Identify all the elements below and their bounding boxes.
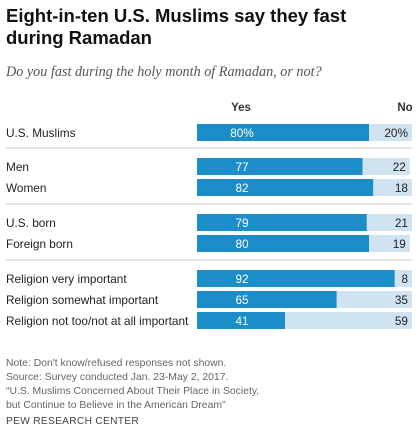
bar-yes: [197, 291, 337, 308]
category-label: Religion not too/not at all important: [6, 314, 189, 328]
bar-no: [369, 124, 412, 141]
legend-yes: Yes: [231, 102, 251, 114]
category-label: Religion very important: [6, 272, 127, 286]
data-label-yes: 82: [235, 181, 248, 195]
data-label-no: 18: [395, 181, 409, 195]
bar-row: U.S. born 79 21: [6, 214, 412, 231]
bar-row: Religion not too/not at all important 41 5…: [6, 312, 412, 329]
category-label: U.S. Muslims: [6, 126, 76, 140]
data-label-yes: 79: [235, 216, 248, 230]
data-label-no: 59: [395, 314, 408, 328]
data-label-no: 8: [401, 272, 408, 286]
bar-no: [373, 179, 412, 196]
bar-yes: [197, 124, 369, 141]
bar-row: Foreign born 80 19: [6, 235, 410, 252]
data-label-no: 19: [393, 237, 406, 251]
chart-title: Eight-in-ten U.S. Muslims say they fast …: [6, 5, 347, 48]
data-label-no: 20%: [384, 126, 408, 140]
chart-legend: Yes No: [231, 102, 413, 114]
bar-no: [394, 270, 412, 287]
bar-row: Religion somewhat important 65 35: [6, 291, 412, 308]
bar-no: [285, 312, 412, 329]
source-line: Source: Survey conducted Jan. 23-May 2, …: [6, 372, 229, 384]
data-label-yes: 80: [235, 237, 249, 251]
note-line: Note: Don't know/refused responses not s…: [6, 358, 227, 369]
bar-row: U.S. Muslims 80% 20%: [6, 124, 412, 141]
bar-yes: [197, 235, 369, 252]
bar-no: [336, 291, 412, 308]
chart-subtitle: Do you fast during the holy month of Ram…: [6, 64, 322, 80]
category-label: Foreign born: [6, 237, 73, 251]
bar-yes: [197, 312, 286, 329]
bar-yes: [197, 158, 363, 175]
group-dividers: [6, 147, 412, 261]
bar-row: Women 82 18: [6, 179, 412, 196]
legend-no: No: [397, 102, 412, 114]
data-label-yes: 77: [235, 160, 248, 174]
bar-row: Men 77 22: [6, 158, 410, 175]
data-label-yes: 80%: [230, 126, 254, 140]
category-label: U.S. born: [6, 216, 56, 230]
bar-row: Religion very important 92 8: [6, 270, 412, 287]
data-label-yes: 92: [235, 272, 248, 286]
data-label-no: 21: [395, 216, 408, 230]
category-label: Men: [6, 160, 29, 174]
category-label: Religion somewhat important: [6, 293, 159, 307]
bar-yes: [197, 270, 395, 287]
bar-no: [369, 235, 410, 252]
bar-yes: [197, 214, 367, 231]
report-title-line: but Continue to Believe in the American …: [6, 400, 226, 412]
report-title-line: “U.S. Muslims Concerned About Their Plac…: [6, 386, 260, 398]
bar-no: [366, 214, 412, 231]
bar-yes: [197, 179, 374, 196]
data-label-yes: 65: [235, 293, 249, 307]
category-label: Women: [6, 181, 46, 195]
data-label-no: 22: [393, 160, 406, 174]
data-label-no: 35: [395, 293, 409, 307]
bar-no: [362, 158, 410, 175]
chart-notes: Note: Don't know/refused responses not s…: [6, 357, 411, 413]
data-label-yes: 41: [235, 314, 248, 328]
source-organization: PEW RESEARCH CENTER: [6, 416, 140, 427]
chart-rows: U.S. Muslims 80% 20% Men 77 22 Women 82 18 U.S. b…: [6, 124, 412, 329]
